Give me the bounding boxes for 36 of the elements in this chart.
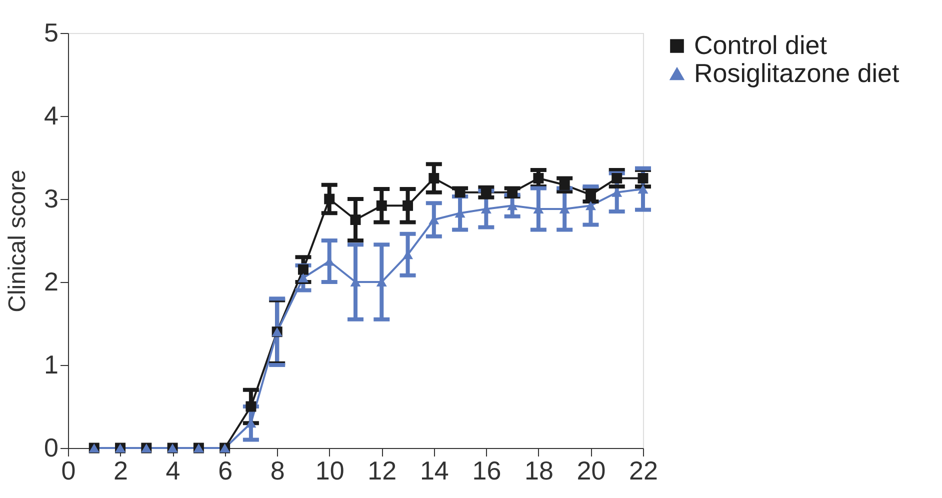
point — [612, 173, 622, 184]
x-tick-label: 2 — [114, 456, 128, 486]
point — [585, 201, 596, 210]
point — [428, 173, 440, 184]
point — [533, 173, 544, 184]
x-tick-label: 8 — [270, 456, 285, 486]
legend-label: Control diet — [694, 30, 828, 60]
point — [638, 173, 648, 184]
y-axis-title: Clinical score — [4, 170, 32, 312]
y-tick-label: 4 — [44, 100, 58, 130]
x-tick-label: 12 — [368, 456, 397, 486]
legend-label: Rosiglitazone diet — [694, 58, 900, 88]
point — [350, 214, 361, 225]
point — [402, 200, 414, 211]
x-tick-label: 6 — [218, 456, 233, 486]
y-tick-label: 3 — [44, 184, 58, 214]
x-tick-label: 10 — [315, 456, 344, 486]
x-tick-label: 20 — [576, 456, 606, 486]
y-tick-label: 5 — [44, 18, 58, 48]
point — [585, 190, 596, 200]
x-tick-label: 14 — [420, 456, 449, 486]
point — [612, 188, 622, 197]
x-tick-label: 18 — [524, 456, 554, 486]
y-tick-label: 2 — [44, 266, 58, 296]
point — [376, 200, 387, 211]
point — [246, 401, 256, 412]
point — [298, 264, 308, 275]
y-tick-label: 1 — [44, 350, 58, 380]
y-tick-label: 0 — [44, 432, 58, 462]
x-tick-label: 22 — [629, 456, 658, 486]
point — [638, 184, 648, 194]
x-tick-label: 4 — [166, 456, 180, 486]
point — [324, 194, 335, 204]
x-tick-label: 16 — [472, 456, 502, 486]
point — [559, 180, 570, 190]
point — [298, 273, 308, 282]
